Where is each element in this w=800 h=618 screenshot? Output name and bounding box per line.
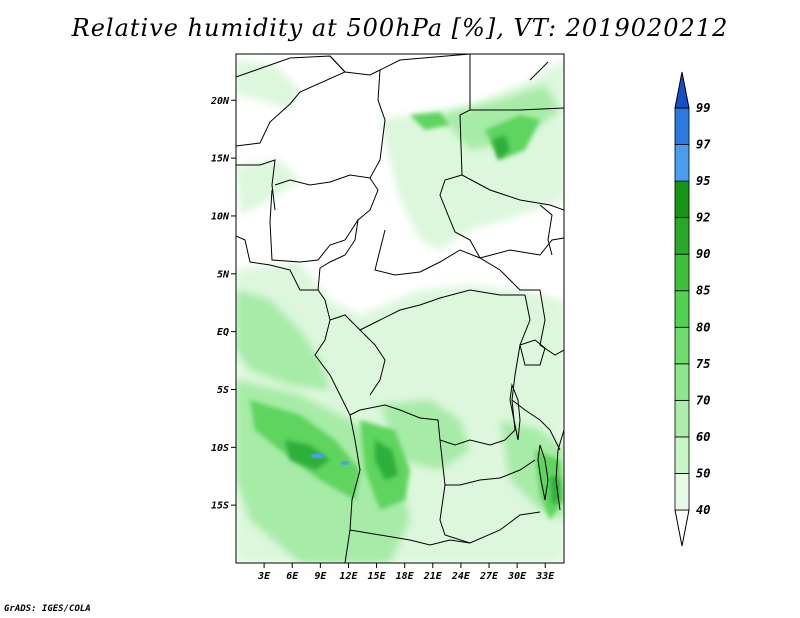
colorbar-segment-5: [674, 290, 690, 328]
lon-tick-label-4: 15E: [368, 571, 387, 582]
colorbar-segment-10: [674, 107, 690, 145]
border-niger-chad: [274, 69, 386, 186]
field-mid-north: [440, 85, 560, 150]
lon-tick-label-8: 27E: [479, 571, 499, 582]
lon-tick-label-2: 9E: [314, 571, 327, 582]
border-chad-car: [374, 229, 540, 291]
field-core-mozambique: [550, 475, 560, 505]
field-strong-sahel: [410, 112, 450, 130]
colorbar-label-7: 90: [696, 247, 710, 261]
colorbar-segment-7: [674, 217, 690, 255]
border-drc-north: [359, 289, 525, 331]
colorbar-segment-8: [674, 180, 690, 219]
border-congo-gabon: [329, 314, 386, 396]
border-drc-east: [504, 294, 531, 441]
border-sudan-egypt: [470, 107, 564, 111]
field-mid-coast: [236, 290, 330, 390]
lon-tick-label-1: 6E: [286, 571, 299, 582]
colorbar-label-8: 92: [696, 211, 710, 225]
lat-tick-label-4: EQ: [217, 327, 229, 338]
border-cameroon: [317, 219, 359, 291]
border-angola-drc: [349, 404, 506, 446]
lat-tick-label-7: 15S: [211, 501, 229, 512]
border-chad-sudan: [439, 54, 481, 259]
colorbar-segment-1: [674, 436, 690, 474]
border-nigeria: [269, 177, 379, 263]
colorbar: 40 50 60 70 75 80 85 90 92 95 97 99: [674, 71, 711, 547]
colorbar-label-10: 97: [696, 138, 711, 152]
colorbar-above-triangle: [674, 71, 690, 109]
border-tanzania: [511, 399, 561, 451]
field-region-north-west: [236, 60, 300, 110]
lon-tick-label-10: 33E: [535, 571, 555, 582]
colorbar-segment-2: [674, 399, 690, 438]
colorbar-label-4: 75: [696, 357, 710, 371]
colorbar-segment-0: [674, 473, 690, 511]
lon-tick-label-7: 24E: [451, 571, 471, 582]
border-angola-south: [349, 529, 471, 546]
colorbar-label-11: 99: [696, 101, 710, 115]
field-region-sahel: [236, 160, 300, 215]
colorbar-label-9: 95: [696, 174, 710, 188]
lat-tick-label-3: 5N: [217, 269, 230, 280]
lon-tick-label-6: 21E: [423, 571, 443, 582]
border-sudan-south: [461, 174, 564, 211]
colorbar-label-5: 80: [696, 320, 710, 334]
grads-credit: GrADS: IGES/COLA: [4, 604, 91, 614]
ethiopia-border: [539, 204, 553, 256]
border-mali-niger: [236, 159, 276, 211]
mozambique-coast: [555, 429, 564, 511]
colorbar-below-triangle: [674, 509, 690, 547]
lake-malawi: [537, 444, 549, 501]
colorbar-label-2: 60: [696, 430, 710, 444]
lat-tick-label-5: 5S: [217, 385, 229, 396]
border-south-sudan: [479, 237, 564, 259]
field-core-sudan: [492, 135, 510, 160]
chart-title: Relative humidity at 500hPa [%], VT: 201…: [71, 14, 729, 42]
colorbar-segment-9: [674, 144, 690, 182]
field-core-angola-coast: [285, 440, 330, 470]
axis-ticks: 3E 6E 9E 12E 15E 18E 21E 24E 27E 30E 33E 20N 15N 10N 5…: [210, 96, 555, 582]
colorbar-label-0: 40: [696, 503, 710, 517]
colorbar-label-6: 85: [696, 284, 710, 298]
border-sahara-north: [236, 54, 471, 78]
colorbar-label-1: 50: [696, 466, 710, 480]
lat-tick-label-6: 10S: [211, 443, 229, 454]
colorbar-label-3: 70: [696, 393, 710, 407]
border-zambia-south: [439, 484, 541, 544]
lake-tanganyika: [509, 383, 521, 441]
red-sea-coast: [529, 61, 549, 81]
coastline-west-africa: [236, 235, 361, 563]
lat-tick-label-1: 15N: [211, 154, 230, 165]
border-kenya: [539, 289, 564, 356]
lake-victoria: [519, 339, 546, 366]
colorbar-segment-6: [674, 253, 690, 292]
field-peak-angola-2: [341, 461, 349, 465]
lat-tick-label-0: 20N: [210, 96, 230, 107]
lon-tick-label-9: 30E: [507, 571, 527, 582]
field-peak-angola-1: [311, 453, 325, 459]
colorbar-segment-4: [674, 326, 690, 365]
border-algeria-niger: [236, 55, 346, 147]
field-core-angola-inland: [375, 440, 398, 480]
humidity-field: [236, 54, 564, 563]
coastlines-and-borders: [236, 54, 564, 563]
lon-tick-label-0: 3E: [257, 571, 271, 582]
lon-tick-label-3: 12E: [339, 571, 358, 582]
colorbar-segment-3: [674, 363, 690, 401]
lon-tick-label-5: 18E: [396, 571, 415, 582]
map-frame: [235, 53, 565, 564]
lat-tick-label-2: 10N: [211, 211, 230, 222]
